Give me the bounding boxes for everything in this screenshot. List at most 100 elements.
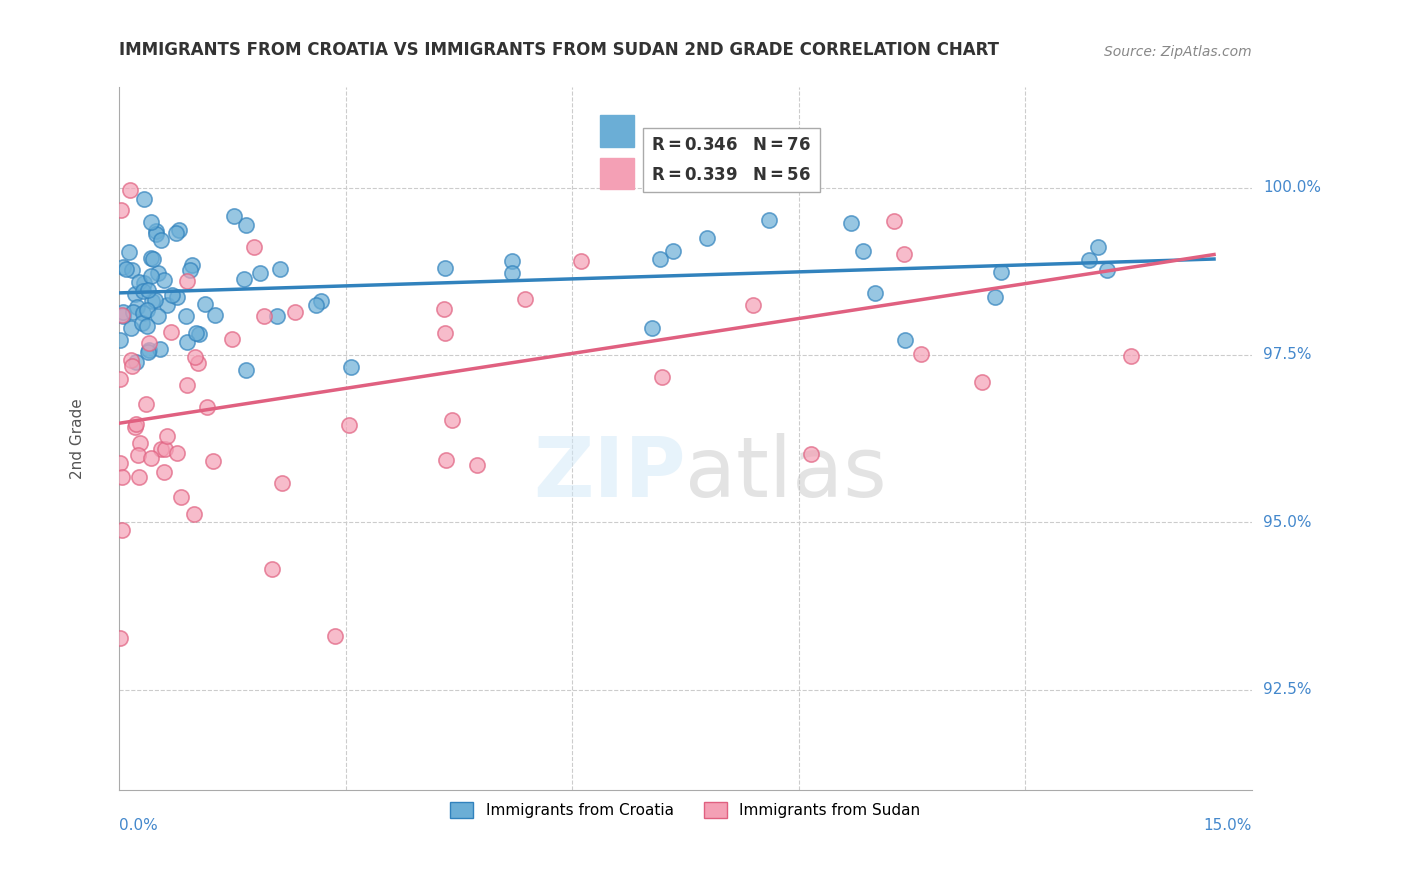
Point [501, 266, 523, 280]
Point [195, 401, 218, 415]
Point [174, 309, 197, 323]
Point [337, 417, 360, 432]
Point [742, 298, 765, 312]
Point [839, 216, 862, 230]
Point [1087, 240, 1109, 254]
Point [167, 223, 190, 237]
Point [183, 507, 205, 521]
Point [852, 244, 875, 259]
Point [128, 275, 150, 289]
Point [125, 300, 148, 314]
Point [159, 325, 181, 339]
Point [111, 524, 134, 538]
Point [136, 319, 159, 334]
Point [184, 351, 207, 365]
Point [758, 212, 780, 227]
Point [970, 376, 993, 390]
Text: 2nd Grade: 2nd Grade [70, 398, 84, 479]
Point [153, 466, 176, 480]
Point [125, 417, 148, 431]
Point [433, 326, 456, 341]
Point [132, 306, 155, 320]
Point [284, 305, 307, 319]
Point [121, 262, 143, 277]
Point [153, 272, 176, 286]
Point [253, 309, 276, 323]
Point [110, 372, 132, 386]
Point [243, 240, 266, 254]
Point [233, 272, 256, 286]
Point [111, 470, 134, 484]
Bar [600, 158, 634, 189]
Point [110, 202, 132, 217]
Legend: Immigrants from Croatia, Immigrants from Sudan: Immigrants from Croatia, Immigrants from… [444, 797, 927, 824]
Text: Source: ZipAtlas.com: Source: ZipAtlas.com [1104, 45, 1251, 59]
Point [1157, 29, 1180, 43]
Point [990, 265, 1012, 279]
Point [127, 448, 149, 462]
Point [131, 316, 153, 330]
Text: 95.0%: 95.0% [1263, 515, 1312, 530]
Point [910, 347, 932, 361]
Point [120, 321, 142, 335]
Point [165, 227, 187, 241]
Point [134, 277, 156, 291]
Point [569, 253, 592, 268]
Point [433, 302, 456, 317]
Point [156, 429, 179, 443]
Text: ZIP: ZIP [533, 434, 685, 514]
Point [124, 419, 146, 434]
Point [176, 378, 198, 392]
Point [176, 274, 198, 288]
Point [893, 247, 915, 261]
Point [434, 453, 457, 467]
Text: $\mathbf{R = 0.346}$   $\mathbf{N = 76}$
$\mathbf{R = 0.339}$   $\mathbf{N = 56}: $\mathbf{R = 0.346}$ $\mathbf{N = 76}$ $… [651, 136, 811, 184]
Point [893, 334, 915, 348]
Text: 92.5%: 92.5% [1263, 682, 1312, 697]
Point [111, 260, 134, 274]
Point [132, 192, 155, 206]
Point [155, 442, 177, 457]
Point [166, 289, 188, 303]
Point [170, 490, 193, 504]
Point [222, 209, 245, 223]
Point [111, 304, 134, 318]
Point [120, 183, 142, 197]
Point [179, 263, 201, 277]
Point [125, 355, 148, 369]
Point [201, 453, 224, 467]
Text: 97.5%: 97.5% [1263, 347, 1312, 362]
Point [149, 233, 172, 247]
Point [340, 359, 363, 374]
Point [441, 413, 464, 427]
Point [323, 629, 346, 643]
Point [139, 269, 162, 284]
Point [1077, 252, 1099, 267]
Point [696, 231, 718, 245]
Point [115, 262, 138, 277]
Point [661, 244, 683, 259]
Point [118, 245, 141, 260]
Point [110, 333, 132, 347]
Point [186, 326, 208, 340]
Point [138, 335, 160, 350]
Point [141, 450, 163, 465]
Point [112, 309, 135, 323]
Point [111, 308, 134, 322]
Point [136, 303, 159, 318]
Point [269, 261, 291, 276]
Point [120, 352, 142, 367]
Point [142, 252, 165, 267]
Point [309, 293, 332, 308]
Point [135, 397, 157, 411]
Point [143, 293, 166, 307]
Point [176, 334, 198, 349]
Point [146, 266, 169, 280]
Point [121, 304, 143, 318]
Point [800, 447, 823, 461]
Text: 100.0%: 100.0% [1263, 180, 1322, 195]
Point [181, 259, 204, 273]
Point [145, 224, 167, 238]
Point [128, 470, 150, 484]
Point [188, 326, 211, 341]
